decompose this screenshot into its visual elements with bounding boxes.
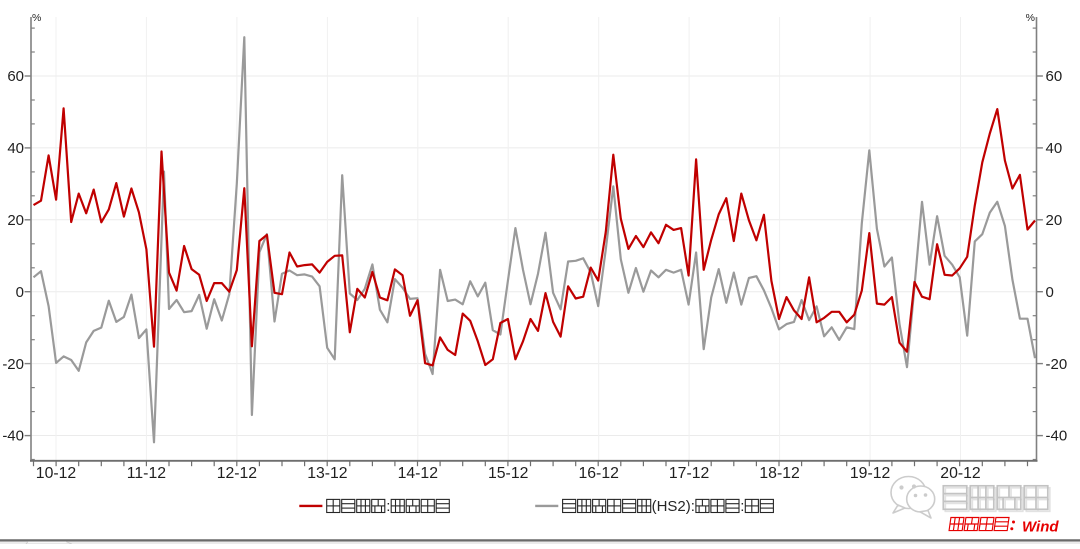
svg-text:Wind: Wind bbox=[1022, 519, 1059, 536]
svg-text:-40: -40 bbox=[2, 428, 24, 445]
svg-text:13-12: 13-12 bbox=[307, 465, 347, 482]
svg-text:%: % bbox=[1026, 12, 1035, 24]
svg-text:12-12: 12-12 bbox=[217, 465, 257, 482]
svg-text:-40: -40 bbox=[1046, 428, 1068, 445]
svg-text:20-12: 20-12 bbox=[940, 465, 980, 482]
svg-text:11-12: 11-12 bbox=[127, 465, 166, 482]
svg-text:17-12: 17-12 bbox=[669, 465, 709, 482]
svg-text:16-12: 16-12 bbox=[578, 465, 618, 482]
svg-text:0: 0 bbox=[1046, 284, 1054, 301]
svg-text::: : bbox=[740, 498, 744, 515]
svg-text::: : bbox=[386, 498, 390, 515]
svg-text:40: 40 bbox=[1046, 140, 1063, 157]
svg-text:10-12: 10-12 bbox=[36, 465, 76, 482]
svg-text:14-12: 14-12 bbox=[398, 465, 438, 482]
svg-text:60: 60 bbox=[1046, 68, 1063, 85]
svg-text:0: 0 bbox=[16, 284, 24, 301]
svg-text:20: 20 bbox=[1046, 212, 1063, 229]
svg-text:-20: -20 bbox=[1046, 356, 1068, 373]
svg-text:%: % bbox=[32, 12, 41, 24]
svg-text:-20: -20 bbox=[2, 356, 24, 373]
svg-text:40: 40 bbox=[7, 140, 24, 157]
svg-text:15-12: 15-12 bbox=[488, 465, 528, 482]
svg-text:19-12: 19-12 bbox=[850, 465, 890, 482]
svg-text:18-12: 18-12 bbox=[759, 465, 799, 482]
svg-text:(HS2):: (HS2): bbox=[652, 498, 695, 515]
svg-text:20: 20 bbox=[7, 212, 24, 229]
svg-text:60: 60 bbox=[7, 68, 24, 85]
